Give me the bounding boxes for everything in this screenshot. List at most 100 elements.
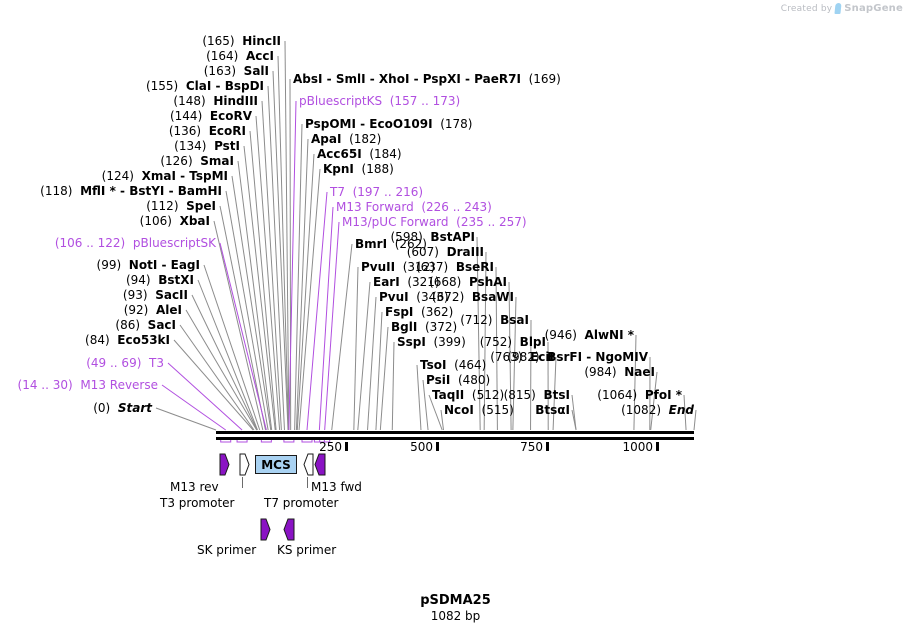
feature-arrow-ks-primer[interactable]: [283, 518, 295, 541]
site-label-clai-bspdi[interactable]: (155) ClaI - BspDI: [146, 80, 264, 93]
site-label-absi-smli-xhoi-pspxi-paer7i[interactable]: AbsI - SmlI - XhoI - PspXI - PaeR7I (169…: [293, 73, 561, 86]
site-position: (343): [416, 290, 449, 304]
site-label-pbluescriptsk[interactable]: (106 .. 122) pBluescriptSK: [55, 237, 216, 250]
site-position: (157 .. 173): [389, 94, 461, 108]
site-label-pvui[interactable]: PvuI (343): [379, 291, 449, 304]
site-label-ecorv[interactable]: (144) EcoRV: [170, 110, 252, 123]
site-label-t7[interactable]: T7 (197 .. 216): [330, 186, 423, 199]
site-position: (124): [101, 169, 134, 183]
site-label-noti-eagi[interactable]: (99) NotI - EagI: [97, 259, 200, 272]
site-position: (188): [361, 162, 394, 176]
site-position: (312): [402, 260, 436, 274]
site-position: (262): [394, 237, 427, 251]
feature-arrow-m13-rev[interactable]: [219, 453, 230, 476]
ruler-tick-label: 250: [319, 440, 342, 454]
site-label-m13-forward[interactable]: M13 Forward (226 .. 243): [336, 201, 492, 214]
site-label-m13-puc-forward[interactable]: M13/pUC Forward (235 .. 257): [342, 216, 527, 229]
site-label-bts-i[interactable]: BtsαI: [535, 404, 570, 417]
enzyme-name: BtsαI: [535, 403, 570, 417]
site-label-t3[interactable]: (49 .. 69) T3: [86, 357, 164, 370]
backbone-strand-top: [216, 431, 694, 434]
site-label-eco53ki[interactable]: (84) Eco53kI: [85, 334, 170, 347]
site-position: (169): [528, 72, 561, 86]
site-position: (49 .. 69): [86, 356, 142, 370]
site-label-hindiii[interactable]: (148) HindIII: [173, 95, 258, 108]
site-label-btsi[interactable]: (815) BtsI: [504, 389, 570, 402]
enzyme-name: NotI: [128, 258, 158, 272]
site-label-bmri[interactable]: BmrI (262): [355, 238, 427, 251]
feature-arrow-t7-promoter[interactable]: [303, 453, 314, 476]
feature-arrow-sk-primer[interactable]: [260, 518, 271, 541]
site-label-bseri[interactable]: (637) BseRI: [416, 261, 494, 274]
site-label-apai[interactable]: ApaI (182): [311, 133, 381, 146]
enzyme-name: PstI: [214, 139, 240, 153]
site-label-kpni[interactable]: KpnI (188): [323, 163, 394, 176]
site-label-acc65i[interactable]: Acc65I (184): [317, 148, 402, 161]
site-label-draiii[interactable]: (607) DraIII: [407, 246, 484, 259]
site-label-bsawi[interactable]: (672) BsaWI: [432, 291, 514, 304]
site-label-pfoi[interactable]: (1064) PfoI *: [597, 389, 682, 402]
site-label-bsai[interactable]: (712) BsaI: [460, 314, 529, 327]
site-position: (763): [490, 350, 523, 364]
site-label-sali[interactable]: (163) SalI: [204, 65, 269, 78]
enzyme-name: FspI: [385, 305, 414, 319]
site-label-fspi[interactable]: FspI (362): [385, 306, 453, 319]
site-label-saci[interactable]: (86) SacI: [115, 319, 176, 332]
site-label-eari[interactable]: EarI (321): [373, 276, 440, 289]
site-label-tsoi[interactable]: TsoI (464): [420, 359, 486, 372]
enzyme-name: EcoRV: [209, 109, 252, 123]
site-label-bgli[interactable]: BglI (372): [391, 321, 457, 334]
enzyme-name: BspDI: [224, 79, 264, 93]
site-position: (984): [584, 365, 617, 379]
site-label-pvuii[interactable]: PvuII (312): [361, 261, 435, 274]
ruler-tick-label: 500: [410, 440, 433, 454]
site-label-naei[interactable]: (984) NaeI: [584, 366, 655, 379]
site-label-blpi[interactable]: (752) BlpI: [480, 336, 546, 349]
enzyme-name: EcoO109I: [369, 117, 433, 131]
enzyme-name: NaeI: [624, 365, 655, 379]
site-label-bsrfi-ngomiv[interactable]: (982) BsrFI - NgoMIV: [507, 351, 648, 364]
enzyme-separator: -: [157, 258, 171, 272]
site-label-ecori[interactable]: (136) EcoRI: [169, 125, 246, 138]
enzyme-name: SacII: [155, 288, 188, 302]
feature-arrow-m13-fwd[interactable]: [314, 453, 326, 476]
site-position: (1082): [621, 403, 662, 417]
site-label-pspomi-ecoo109i[interactable]: PspOMI - EcoO109I (178): [305, 118, 472, 131]
site-label-bstapi[interactable]: (598) BstAPI: [391, 231, 476, 244]
site-label-sspi[interactable]: SspI (399): [397, 336, 466, 349]
site-label-ncoi[interactable]: NcoI (515): [444, 404, 514, 417]
site-label-xmai-tspmi[interactable]: (124) XmaI - TspMI: [102, 170, 228, 183]
site-label-taqii[interactable]: TaqII (512): [432, 389, 504, 402]
site-label-alei[interactable]: (92) AleI: [124, 304, 182, 317]
enzyme-name: Start: [117, 401, 152, 415]
site-label-psii[interactable]: PsiI (480): [426, 374, 490, 387]
enzyme-name: XhoI: [378, 72, 410, 86]
feature-box-mcs[interactable]: MCS: [255, 455, 297, 474]
enzyme-separator: -: [365, 72, 379, 86]
site-label-bstxi[interactable]: (94) BstXI: [126, 274, 194, 287]
site-label-pshai[interactable]: (668) PshAI: [429, 276, 507, 289]
site-label-ecii[interactable]: (763) EciI: [490, 351, 554, 364]
enzyme-name: PspOMI: [305, 117, 356, 131]
site-label-end[interactable]: (1082) End: [621, 404, 694, 417]
site-label-start[interactable]: (0) Start: [93, 402, 152, 415]
site-position: (515): [481, 403, 514, 417]
enzyme-name: PshAI: [468, 275, 507, 289]
site-label-alwni[interactable]: (946) AlwNI *: [545, 329, 634, 342]
site-position: (134): [174, 139, 207, 153]
site-label-sacii[interactable]: (93) SacII: [123, 289, 188, 302]
feature-arrow-t3-promoter[interactable]: [239, 453, 250, 476]
site-label-spei[interactable]: (112) SpeI: [146, 200, 216, 213]
site-label-hincii[interactable]: (165) HincII: [202, 35, 281, 48]
site-label-mfli-bstyi-bamhi[interactable]: (118) MflI * - BstYI - BamHI: [40, 185, 222, 198]
site-position: (165): [202, 34, 235, 48]
site-label-xbai[interactable]: (106) XbaI: [140, 215, 210, 228]
site-label-m13-reverse[interactable]: (14 .. 30) M13 Reverse: [18, 379, 158, 392]
site-label-smai[interactable]: (126) SmaI: [160, 155, 234, 168]
site-label-pbluescriptks[interactable]: pBluescriptKS (157 .. 173): [299, 95, 460, 108]
site-label-acci[interactable]: (164) AccI: [206, 50, 274, 63]
site-label-psti[interactable]: (134) PstI: [174, 140, 240, 153]
site-position: (672): [431, 290, 465, 304]
enzyme-separator: -: [164, 184, 178, 198]
enzyme-name: XbaI: [179, 214, 210, 228]
